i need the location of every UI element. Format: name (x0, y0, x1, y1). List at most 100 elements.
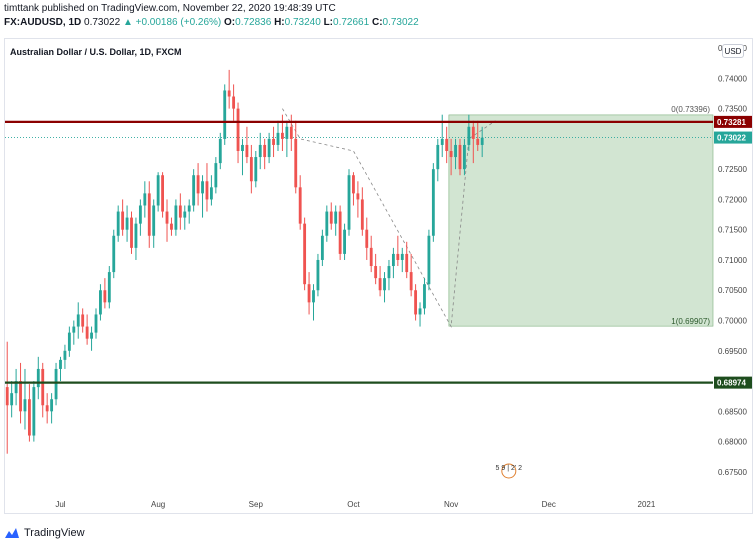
candle-body (183, 211, 187, 218)
fib-retracement-zone (448, 114, 714, 327)
candle-body (147, 193, 151, 236)
tradingview-logo[interactable]: TradingView (4, 527, 85, 539)
open-label: O: (224, 17, 236, 28)
candle-body (409, 272, 413, 291)
candle (103, 278, 107, 309)
current-price-label-box (714, 131, 752, 144)
high-value: 0.73240 (284, 17, 321, 28)
y-tick-label: 0.71500 (718, 226, 747, 235)
candle-body (325, 211, 329, 236)
candle (10, 381, 14, 418)
candle-body (471, 126, 475, 139)
candle (201, 175, 204, 218)
candle-body (423, 284, 426, 309)
candle (50, 393, 54, 424)
price-change: ▲ +0.00186 (+0.26%) (122, 17, 222, 28)
candle-body (396, 253, 400, 260)
candle-body (156, 175, 160, 206)
candle (378, 266, 382, 297)
candle (445, 126, 449, 164)
candle-body (227, 90, 231, 97)
candle (227, 69, 231, 109)
event-marker-icon (501, 463, 517, 479)
candle-body (391, 253, 395, 267)
candle (23, 368, 27, 430)
candle-body (249, 157, 253, 182)
candle (36, 356, 40, 400)
candle (143, 181, 147, 218)
candle-body (72, 326, 76, 333)
candle-body (343, 229, 346, 254)
candle-body (241, 144, 244, 151)
candle (63, 344, 67, 369)
candle (209, 175, 213, 206)
candle-body (467, 126, 471, 145)
open-value: 0.72836 (235, 17, 272, 28)
candle-body (276, 132, 280, 145)
y-tick-label: 0.68500 (718, 407, 747, 416)
candle (285, 120, 289, 158)
candle-body (281, 132, 284, 139)
candle (99, 284, 102, 321)
candle (254, 151, 258, 188)
candle (347, 169, 351, 236)
candle (476, 120, 480, 151)
candle (343, 223, 346, 260)
candle (272, 126, 275, 158)
fib-top-label: 0(0.73396) (671, 105, 710, 114)
candle (325, 205, 329, 242)
candle (467, 114, 471, 151)
y-tick-label: 0.71000 (718, 256, 747, 265)
currency-button[interactable]: USD (722, 44, 744, 58)
candle-body (232, 96, 236, 109)
candle-body (431, 169, 435, 236)
candle-body (63, 350, 67, 360)
candle-body (41, 368, 45, 406)
candle-body (254, 157, 258, 182)
x-tick-label: Aug (151, 500, 165, 509)
candle (480, 126, 484, 158)
support-price-label: 0.68974 (717, 379, 746, 388)
candle (85, 314, 89, 345)
candle (471, 120, 475, 164)
candle-body (116, 211, 120, 236)
candle-body (258, 144, 262, 158)
y-tick-label: 0.68000 (718, 438, 747, 447)
candle (338, 205, 342, 260)
y-tick-label: 0.67500 (718, 468, 747, 477)
candle (76, 302, 80, 339)
candle-body (107, 272, 111, 303)
fib-bottom-label: 1(0.69907) (671, 317, 710, 326)
candle-body (360, 199, 364, 230)
candle-body (294, 138, 298, 188)
candle (161, 172, 165, 218)
candle (67, 326, 71, 357)
candle (365, 217, 369, 260)
candle (356, 181, 360, 218)
symbol-label: FX:AUDUSD, 1D (4, 17, 82, 28)
candle (307, 272, 311, 315)
candle (449, 138, 453, 176)
candle (423, 278, 426, 315)
candle-body (103, 290, 107, 303)
candle-body (405, 253, 409, 273)
candle (152, 199, 156, 248)
candle (183, 205, 187, 230)
candle (267, 132, 271, 164)
high-label: H: (274, 17, 285, 28)
candle (19, 362, 22, 424)
candle-body (138, 205, 142, 224)
close-value: 0.73022 (382, 17, 419, 28)
candle (32, 381, 36, 442)
candle-body (161, 175, 165, 212)
candle (14, 368, 18, 406)
candle-body (445, 138, 449, 151)
candle (245, 126, 249, 164)
candle (236, 102, 240, 164)
candle-body (81, 314, 85, 327)
current-price-label: 0.73022 (717, 134, 746, 143)
candle (463, 138, 466, 176)
candle-body (307, 284, 311, 303)
x-tick-label: Dec (542, 500, 556, 509)
